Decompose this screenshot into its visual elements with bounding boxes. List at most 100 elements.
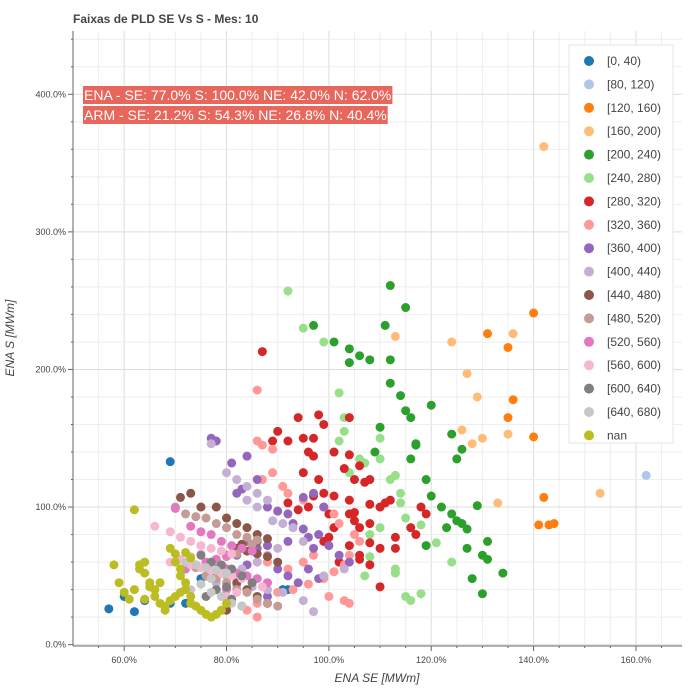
data-point xyxy=(252,502,262,512)
data-point xyxy=(196,527,206,537)
data-point xyxy=(242,523,252,533)
data-point xyxy=(365,560,375,570)
data-point xyxy=(119,587,129,597)
chart-title: Faixas de PLD SE Vs S - Mes: 10 xyxy=(73,12,259,26)
data-point xyxy=(252,475,262,485)
data-point xyxy=(534,520,544,530)
data-point xyxy=(165,527,175,537)
data-point xyxy=(421,509,431,519)
data-point xyxy=(344,598,354,608)
data-point xyxy=(216,536,226,546)
data-point xyxy=(104,604,114,614)
y-axis-label: ENA S [MWm] xyxy=(3,299,17,377)
data-point xyxy=(222,523,232,533)
data-point xyxy=(309,607,319,617)
data-point xyxy=(421,541,431,551)
data-point xyxy=(390,543,400,553)
data-point xyxy=(426,491,436,501)
data-point xyxy=(262,502,272,512)
legend-marker xyxy=(584,196,594,207)
data-point xyxy=(155,578,165,588)
data-point xyxy=(237,601,247,611)
data-point xyxy=(252,557,262,567)
data-point xyxy=(319,502,329,512)
data-point xyxy=(160,605,170,615)
data-point xyxy=(303,564,313,574)
data-point xyxy=(237,571,247,581)
legend-label: [240, 280) xyxy=(607,171,661,185)
data-point xyxy=(283,436,293,446)
data-point xyxy=(288,585,298,595)
data-point xyxy=(472,392,482,402)
data-point xyxy=(283,498,293,508)
data-point xyxy=(344,550,354,560)
data-point xyxy=(170,503,180,513)
legend-marker xyxy=(584,126,594,137)
data-point xyxy=(385,355,395,365)
data-point xyxy=(262,598,272,608)
data-point xyxy=(283,488,293,498)
data-point xyxy=(273,564,283,574)
data-point xyxy=(298,557,308,567)
data-point xyxy=(206,587,216,597)
data-point xyxy=(273,426,283,436)
data-point xyxy=(278,587,288,597)
data-point xyxy=(319,337,329,347)
data-point xyxy=(442,523,452,533)
data-point xyxy=(293,505,303,515)
data-point xyxy=(232,475,242,485)
data-point xyxy=(360,477,370,487)
data-point xyxy=(365,538,375,548)
data-point xyxy=(349,530,359,540)
data-point xyxy=(298,536,308,546)
data-point xyxy=(206,530,216,540)
data-point xyxy=(375,433,385,443)
y-tick-label: 200.0% xyxy=(35,364,66,374)
data-point xyxy=(268,516,278,526)
data-point xyxy=(503,413,513,423)
data-point xyxy=(498,568,508,578)
data-point xyxy=(529,432,539,442)
data-point xyxy=(539,492,549,502)
data-point xyxy=(181,578,191,588)
data-point xyxy=(150,521,160,531)
data-point xyxy=(222,568,232,578)
data-point xyxy=(293,413,303,423)
data-point xyxy=(385,378,395,388)
data-point xyxy=(355,536,365,546)
data-point xyxy=(247,539,257,549)
data-point xyxy=(170,557,180,567)
data-point xyxy=(344,344,354,354)
data-point xyxy=(232,587,242,597)
data-point xyxy=(390,532,400,542)
data-point xyxy=(529,308,539,318)
y-tick-label: 0.0% xyxy=(45,640,66,650)
data-point xyxy=(222,598,232,608)
legend: [0, 40) [80, 120) [120, 160) [160, 200) [200… xyxy=(568,44,674,444)
data-point xyxy=(170,549,180,559)
data-point xyxy=(380,320,390,330)
data-point xyxy=(344,358,354,368)
data-point xyxy=(344,495,354,505)
legend-label: [520, 560) xyxy=(607,335,661,349)
data-point xyxy=(273,557,283,567)
data-point xyxy=(355,554,365,564)
data-point xyxy=(232,519,242,529)
data-point xyxy=(406,596,416,606)
data-point xyxy=(196,550,206,560)
data-point xyxy=(186,536,196,546)
data-point xyxy=(145,582,155,592)
legend-marker xyxy=(584,290,594,300)
data-point xyxy=(227,541,237,551)
legend-label: [200, 240) xyxy=(607,148,661,162)
data-point xyxy=(508,329,518,339)
data-point xyxy=(273,543,283,553)
legend-label: [80, 120) xyxy=(607,77,654,91)
axes: 60.0% 80.0% 100.0% 120.0% 140.0% 160.0% 0.0% 10… xyxy=(35,31,682,665)
data-point xyxy=(406,454,416,464)
data-point xyxy=(201,563,211,573)
data-point xyxy=(503,429,513,439)
data-point xyxy=(390,331,400,341)
data-point xyxy=(273,506,283,516)
data-point xyxy=(175,492,185,502)
